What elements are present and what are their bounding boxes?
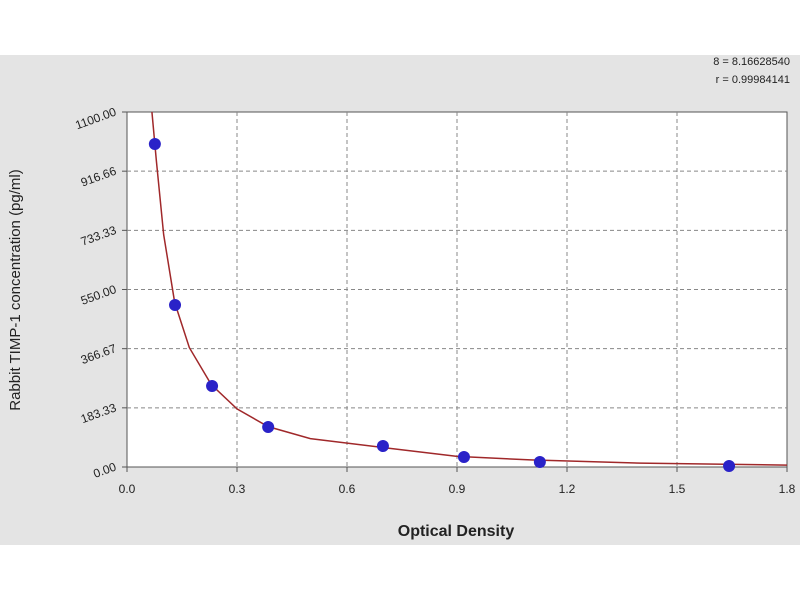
annotation: r = 0.99984141 [716,74,790,86]
data-point [148,137,161,150]
data-point [723,460,736,473]
x-tick-label: 1.5 [669,482,686,496]
fit-curve [151,111,788,466]
annotation: 8 = 8.16628540 [713,56,790,68]
x-axis-label: Optical Density [398,523,515,540]
y-axis-label: Rabbit TIMP-1 concentration (pg/ml) [7,169,24,411]
data-point [376,440,389,453]
x-tick-label: 0.0 [119,482,136,496]
x-tick-label: 0.3 [229,482,246,496]
data-point [533,455,546,468]
data-point [457,450,470,463]
x-tick-label: 0.6 [339,482,356,496]
x-tick-label: 0.9 [449,482,466,496]
data-point [169,298,182,311]
x-tick-label: 1.2 [559,482,576,496]
data-point [206,379,219,392]
x-tick-label: 1.8 [779,482,796,496]
data-point [262,420,275,433]
